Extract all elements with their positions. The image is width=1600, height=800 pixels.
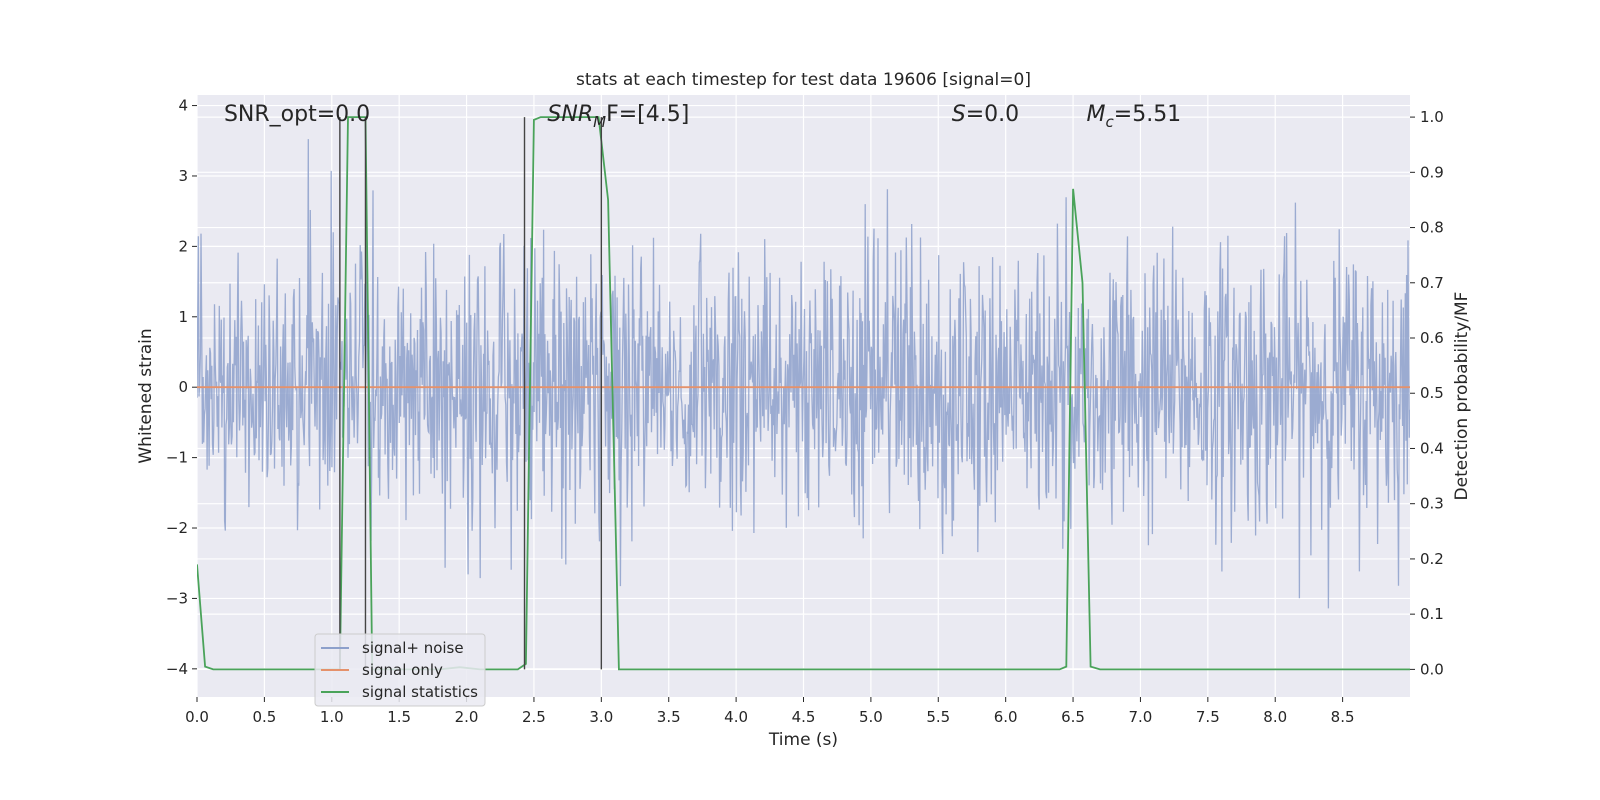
y-tick-label-right: 0.8 xyxy=(1420,219,1444,237)
x-tick-label: 6.5 xyxy=(1061,708,1085,726)
annotations: SNR_opt=0.0 SNRMF=[4.5] S=0.0 Mc=5.51 xyxy=(224,102,1181,131)
x-tick-label: 2.5 xyxy=(522,708,546,726)
y-axis-label-right: Detection probability/MF xyxy=(1452,292,1472,501)
y-tick-label-left: −2 xyxy=(166,519,188,537)
x-tick-label: 5.5 xyxy=(926,708,950,726)
y-tick-label-right: 0.3 xyxy=(1420,495,1444,513)
y-tick-label-left: −4 xyxy=(166,660,188,678)
y-tick-label-left: 1 xyxy=(178,308,188,326)
legend: signal+ noise signal only signal statistic… xyxy=(314,633,486,707)
x-tick-label: 8.5 xyxy=(1331,708,1355,726)
x-tick-label: 4.5 xyxy=(792,708,816,726)
series-signal-noise-line xyxy=(197,139,1410,609)
legend-box xyxy=(314,633,486,707)
y-tick-label-left: −1 xyxy=(166,449,188,467)
stat-annotation: SNR_opt=0.0 xyxy=(224,102,370,127)
annotation-rest: =5.51 xyxy=(1114,102,1181,127)
legend-label: signal+ noise xyxy=(362,639,464,657)
x-tick-label: 3.5 xyxy=(657,708,681,726)
y-tick-label-right: 1.0 xyxy=(1420,108,1444,126)
annotation-main: SNR xyxy=(547,102,593,127)
annotation-rest: =0.0 xyxy=(966,102,1019,127)
x-tick-label: 2.0 xyxy=(455,708,479,726)
annotation-subscript: c xyxy=(1106,113,1115,131)
x-tick-label: 1.0 xyxy=(320,708,344,726)
annotation-main: S xyxy=(952,102,966,127)
y-tick-label-left: 3 xyxy=(178,167,188,185)
annotation-rest: F=[4.5] xyxy=(606,102,689,127)
y-tick-label-left: 0 xyxy=(178,378,188,396)
y-tick-label-right: 0.1 xyxy=(1420,605,1444,623)
x-tick-label: 4.0 xyxy=(724,708,748,726)
y-tick-label-left: 4 xyxy=(178,97,188,115)
x-tick-label: 8.0 xyxy=(1263,708,1287,726)
y-tick-label-right: 0.0 xyxy=(1420,660,1444,678)
stat-annotation: S=0.0 xyxy=(952,102,1019,127)
x-tick-label: 0.0 xyxy=(185,708,209,726)
annotation-subscript: M xyxy=(593,113,606,131)
x-tick-label: 3.0 xyxy=(589,708,613,726)
annotation-main: SNR_opt=0.0 xyxy=(224,102,370,127)
stat-annotation: Mc=5.51 xyxy=(1087,102,1182,131)
y-tick-label-right: 0.7 xyxy=(1420,274,1444,292)
x-tick-label: 0.5 xyxy=(252,708,276,726)
ticks: 0.0 0.5 1.0 1.5 2.0 2.5 3.0 3.5 4.0 4.5 5.0 5.5 6.0 6… xyxy=(166,97,1444,726)
y-tick-label-right: 0.5 xyxy=(1420,384,1444,402)
x-axis-label: Time (s) xyxy=(768,730,838,750)
series-signal-statistics-line xyxy=(197,116,1410,671)
x-tick-label: 7.0 xyxy=(1129,708,1153,726)
y-tick-label-right: 0.4 xyxy=(1420,439,1444,457)
legend-label: signal statistics xyxy=(362,683,478,701)
y-tick-label-left: 2 xyxy=(178,237,188,255)
stat-annotation: SNRMF=[4.5] xyxy=(547,102,689,131)
y-axis-label-left: Whitened strain xyxy=(136,328,156,463)
x-tick-label: 6.0 xyxy=(994,708,1018,726)
annotation-main: M xyxy=(1087,102,1106,127)
y-tick-label-left: −3 xyxy=(166,589,188,607)
y-tick-label-right: 0.6 xyxy=(1420,329,1444,347)
x-tick-label: 7.5 xyxy=(1196,708,1220,726)
x-tick-label: 1.5 xyxy=(387,708,411,726)
y-tick-label-right: 0.9 xyxy=(1420,163,1444,181)
series-layer xyxy=(197,116,1410,671)
legend-label: signal only xyxy=(362,661,443,679)
chart-title: stats at each timestep for test data 196… xyxy=(576,70,1031,90)
y-tick-label-right: 0.2 xyxy=(1420,550,1444,568)
x-tick-label: 5.0 xyxy=(859,708,883,726)
